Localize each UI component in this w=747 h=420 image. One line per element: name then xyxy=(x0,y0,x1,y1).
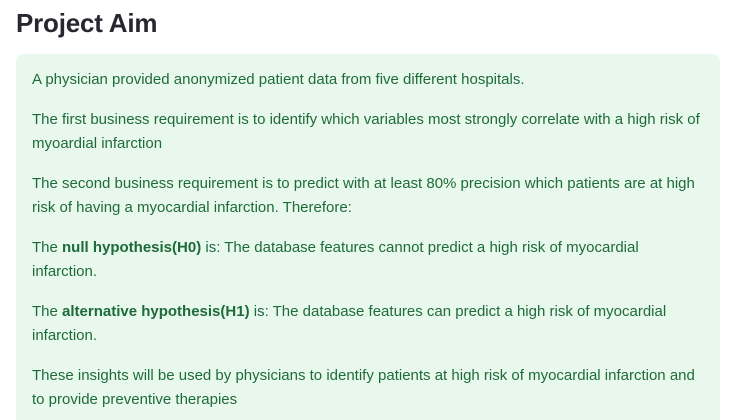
alert-paragraph-data-source: A physician provided anonymized patient … xyxy=(32,71,525,88)
alert-paragraph-requirement-2: The second business requirement is to pr… xyxy=(32,175,695,216)
alternative-hypothesis-prefix: The xyxy=(32,303,63,320)
alternative-hypothesis-term: alternative hypothesis(H1) xyxy=(62,303,250,320)
null-hypothesis-term: null hypothesis(H0) xyxy=(62,239,202,256)
success-alert-box: A physician provided anonymized patient … xyxy=(16,54,720,420)
null-hypothesis-prefix: The xyxy=(32,239,63,256)
alert-paragraph-null-hypothesis: The null hypothesis(H0) is: The database… xyxy=(32,236,704,284)
alert-paragraph-insights: These insights will be used by physician… xyxy=(32,367,695,408)
page-title: Project Aim xyxy=(16,8,158,38)
alert-paragraph-requirement-1: The first business requirement is to ide… xyxy=(32,111,700,152)
alert-paragraph-alternative-hypothesis: The alternative hypothesis(H1) is: The d… xyxy=(32,300,704,348)
alternative-hypothesis-text: is: The database features can predict a … xyxy=(32,303,667,344)
null-hypothesis-text: is: The database features cannot predict… xyxy=(32,239,639,280)
